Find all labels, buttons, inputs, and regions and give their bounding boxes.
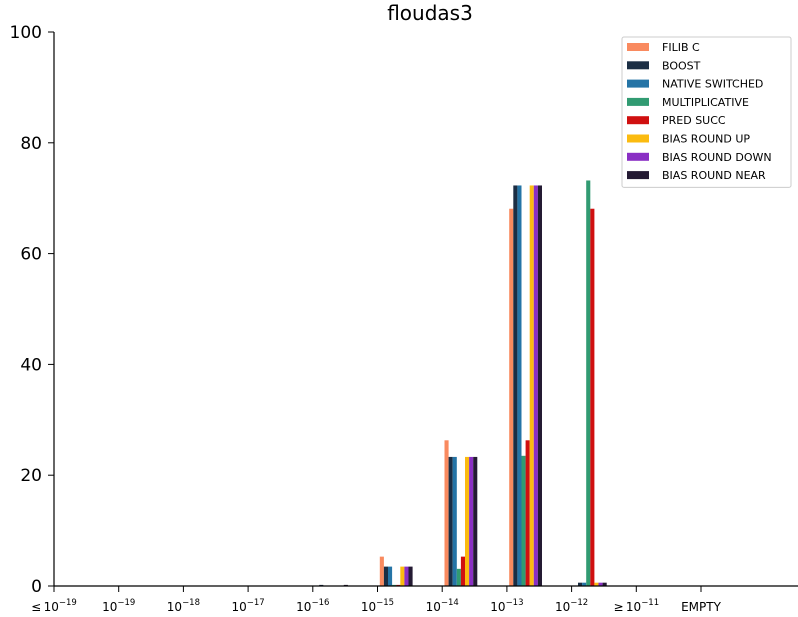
y-tick-label: 0 [31, 577, 42, 597]
bar-bias-round-near-5 [408, 566, 413, 586]
legend-label: BIAS ROUND DOWN [662, 151, 772, 164]
x-tick-label: 10−18 [167, 598, 200, 614]
x-ticks-group: ≤ 10−19 10−19 10−18 10−17 10−16 10−15 10−14 10−… [31, 586, 722, 614]
bar-boost-6 [448, 456, 453, 586]
x-tick-label: ≥ 10−11 [613, 598, 659, 614]
bar-filib-c-7 [509, 208, 514, 587]
legend-frame [621, 36, 792, 188]
x-tick-label: 10−15 [361, 598, 394, 614]
bar-bias-round-down-5 [404, 566, 409, 586]
y-tick-label: 80 [20, 134, 42, 154]
bar-bias-round-up-6 [465, 456, 470, 586]
bar-bias-round-down-8 [598, 582, 603, 586]
bar-native-switched-7 [517, 185, 522, 586]
legend-label: NATIVE SWITCHED [662, 78, 763, 91]
legend-swatch [627, 171, 649, 180]
bar-boost-7 [513, 185, 518, 586]
bar-pred-succ-8 [590, 208, 595, 587]
bar-bias-round-down-7 [533, 185, 538, 586]
x-tick-label: 10−19 [102, 598, 135, 614]
bar-bias-round-up-5 [400, 566, 405, 586]
legend-swatch [627, 79, 649, 88]
x-tick-label: EMPTY [681, 600, 722, 614]
legend-label: FILIB C [662, 41, 700, 54]
legend-label: BIAS ROUND NEAR [662, 169, 766, 182]
bar-pred-succ-7 [525, 440, 530, 586]
bar-bias-round-near-7 [537, 185, 542, 586]
bar-multiplicative-8 [586, 180, 591, 586]
legend-swatch [627, 152, 649, 161]
bar-bias-round-down-6 [469, 456, 474, 586]
legend: FILIB C BOOST NATIVE SWITCHED MULTIPLICATIV… [621, 36, 792, 188]
legend-label: MULTIPLICATIVE [662, 96, 749, 109]
x-tick-label: ≤ 10−19 [31, 598, 77, 614]
bar-bias-round-up-8 [594, 582, 599, 586]
bar-native-switched-5 [388, 566, 393, 586]
x-tick-label: 10−14 [426, 598, 459, 614]
x-tick-label: 10−13 [490, 598, 523, 614]
bar-multiplicative-7 [521, 455, 526, 586]
bar-boost-5 [383, 566, 388, 586]
legend-swatch [627, 97, 649, 106]
x-tick-label: 10−16 [296, 598, 329, 614]
bar-filib-c-5 [379, 556, 384, 586]
bar-bias-round-near-8 [602, 582, 607, 586]
bars-group [319, 180, 607, 587]
x-tick-label: 10−12 [555, 598, 588, 614]
bar-pred-succ-6 [460, 556, 465, 586]
y-tick-label: 40 [20, 355, 42, 375]
chart-title: floudas3 [387, 1, 473, 25]
legend-label: BOOST [662, 59, 701, 72]
axes-group [53, 32, 798, 587]
bar-native-switched-6 [452, 456, 457, 586]
legend-label: BIAS ROUND UP [662, 133, 750, 146]
y-tick-label: 60 [20, 245, 42, 265]
legend-swatch [627, 116, 649, 125]
y-tick-label: 20 [20, 466, 42, 486]
bar-bias-round-near-6 [473, 456, 478, 586]
legend-swatch [627, 61, 649, 70]
bar-native-switched-8 [582, 582, 587, 586]
legend-label: PRED SUCC [662, 114, 726, 127]
y-tick-label: 100 [10, 23, 42, 43]
legend-swatch [627, 43, 649, 51]
x-tick-label: 10−17 [231, 598, 264, 614]
bar-filib-c-6 [444, 440, 449, 586]
legend-swatch [627, 134, 649, 143]
bar-boost-8 [578, 582, 583, 586]
bar-bias-round-up-7 [529, 185, 534, 586]
y-ticks-group: 0 20 40 60 80 100 [10, 23, 54, 597]
bar-multiplicative-6 [456, 568, 461, 586]
